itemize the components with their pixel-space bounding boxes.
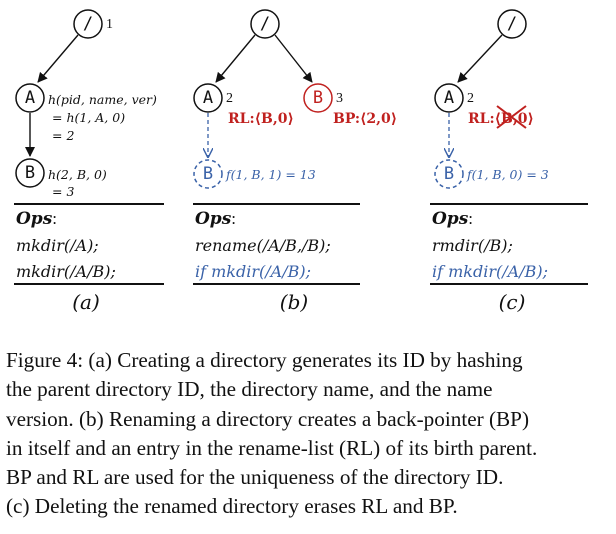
hash-expression-b: h(2, B, 0)	[48, 167, 107, 182]
caption-line: Figure 4: (a) Creating a directory gener…	[6, 348, 523, 372]
op-2: if mkdir(/A/B);	[432, 262, 548, 281]
node-root-number: 1	[106, 17, 113, 32]
hash-result-b: = 3	[52, 184, 74, 199]
hash-expression: f(1, B, 0) = 3	[466, 167, 549, 182]
op-2: if mkdir(/A/B);	[195, 262, 311, 281]
node-root	[73, 9, 103, 39]
node-a-number: 2	[226, 91, 233, 106]
edge-root-a	[37, 34, 79, 83]
ops-heading: Ops:	[195, 209, 236, 229]
node-b-number: 3	[336, 91, 343, 106]
ops-heading: Ops:	[16, 209, 57, 229]
panel-b: / A 2 RL:⟨B,0⟩ B 3 BP:⟨2,0⟩ B f(1, B, 1)…	[193, 9, 397, 314]
node-root	[497, 9, 527, 39]
node-b-new-label: B	[203, 164, 213, 184]
edge-root-a	[215, 34, 256, 83]
node-root-label: /	[260, 14, 270, 34]
hash-expression-value: = h(1, A, 0)	[52, 110, 125, 125]
node-a-label: A	[203, 88, 213, 108]
node-root	[250, 9, 280, 39]
caption-line: in itself and an entry in the rename-lis…	[6, 435, 538, 460]
node-b-label: B	[25, 163, 35, 183]
panel-a: / 1 A h(pid, name, ver) = h(1, A, 0) = 2…	[14, 9, 164, 314]
panel-c: / A 2 RL:⟨B,0⟩ B f(1, B, 0) = 3 Ops: rmd…	[430, 9, 588, 314]
hash-result: = 2	[52, 128, 74, 143]
rename-list-entry: RL:⟨B,0⟩	[228, 111, 294, 127]
figure-caption: Figure 4: (a) Creating a directory gener…	[6, 346, 612, 522]
panel-label: (a)	[72, 290, 100, 314]
caption-line: the parent directory ID, the directory n…	[6, 377, 493, 402]
edge-root-a	[457, 34, 503, 83]
hash-expression: f(1, B, 1) = 13	[225, 167, 316, 182]
node-a-label: A	[444, 88, 454, 108]
hash-expression: h(pid, name, ver)	[48, 92, 157, 107]
node-b-label: B	[313, 88, 323, 108]
node-a	[193, 83, 223, 113]
node-b-new	[193, 159, 223, 189]
panel-label: (b)	[280, 290, 308, 314]
caption-line: (c) Deleting the renamed directory erase…	[6, 494, 458, 519]
node-b	[15, 158, 45, 188]
back-pointer-entry: BP:⟨2,0⟩	[333, 111, 397, 127]
node-a-number: 2	[467, 91, 474, 106]
op-1: rename(/A/B,/B);	[195, 236, 331, 255]
ops-heading: Ops:	[432, 209, 473, 229]
node-a	[15, 83, 45, 113]
caption-line: BP and RL are used for the uniqueness of…	[6, 465, 504, 490]
node-root-label: /	[83, 14, 93, 34]
panel-label: (c)	[499, 290, 526, 314]
node-a	[434, 83, 464, 113]
op-1: rmdir(/B);	[432, 236, 513, 255]
node-root-label: /	[507, 14, 517, 34]
figure-4-diagram: .node { fill: #fff; stroke: #111; stroke…	[14, 9, 588, 314]
edge-root-b	[274, 34, 313, 83]
op-1: mkdir(/A);	[16, 236, 99, 255]
node-a-label: A	[25, 88, 35, 108]
node-b-new	[434, 159, 464, 189]
caption-line: version. (b) Renaming a directory create…	[6, 406, 530, 431]
op-2: mkdir(/A/B);	[16, 262, 116, 281]
node-b-renamed	[303, 83, 333, 113]
node-b-new-label: B	[444, 164, 454, 184]
erased-cross-icon	[496, 105, 527, 129]
